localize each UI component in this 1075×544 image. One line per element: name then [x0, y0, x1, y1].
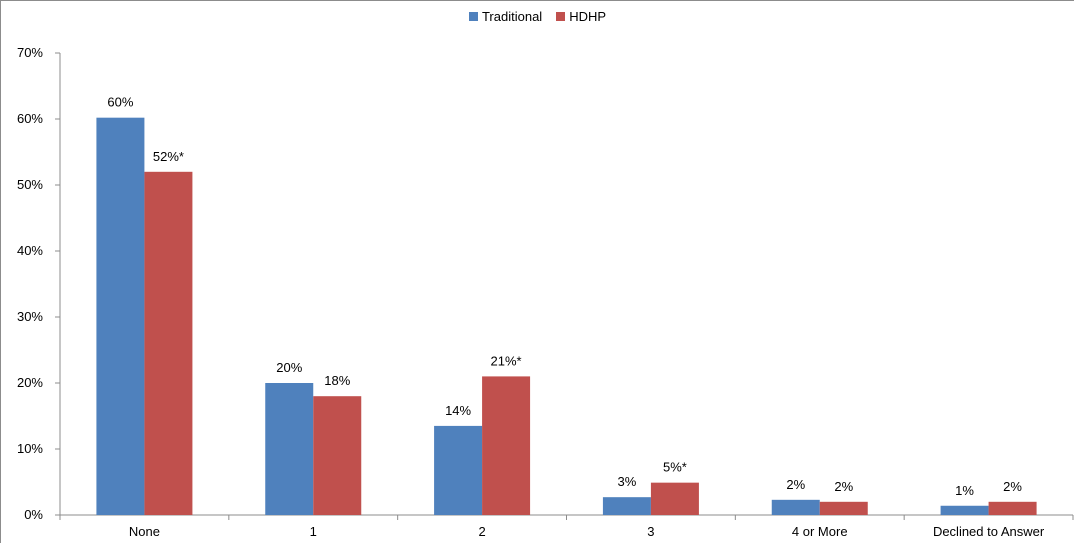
bar	[434, 425, 483, 515]
bar	[144, 171, 193, 516]
y-tick-label: 20%	[17, 375, 43, 390]
y-tick-label: 40%	[17, 243, 43, 258]
bar	[313, 396, 362, 515]
bar	[940, 505, 989, 515]
legend-swatch-traditional	[468, 12, 478, 21]
y-tick-label: 10%	[17, 441, 43, 456]
y-tick-label: 60%	[17, 111, 43, 126]
legend-label-traditional: Traditional	[481, 9, 543, 24]
x-tick-label: 1	[310, 524, 317, 539]
legend-item-hdhp: HDHP	[556, 9, 606, 24]
bar	[819, 501, 868, 515]
x-tick-label: 2	[478, 524, 485, 539]
axes: 0% 10% 20% 30% 40% 50% 60% 70% None 1 2 3 4 or More D…	[17, 45, 1074, 539]
bar	[482, 376, 531, 515]
data-label: 3%	[618, 474, 637, 489]
legend-label-hdhp: HDHP	[569, 9, 607, 24]
bar	[650, 482, 699, 515]
bar	[771, 499, 820, 515]
data-label: 21%*	[491, 353, 522, 368]
data-label: 5%*	[663, 460, 687, 475]
data-label: 2%	[786, 477, 805, 492]
bar	[96, 117, 145, 516]
data-label: 20%	[276, 360, 302, 375]
data-label: 2%	[834, 479, 853, 494]
data-label: 60%	[107, 95, 133, 110]
data-label: 18%	[324, 373, 350, 388]
x-tick-label: Declined to Answer	[933, 524, 1045, 539]
data-label: 2%	[1003, 479, 1022, 494]
x-tick-label: 4 or More	[792, 524, 848, 539]
x-tick-label: None	[129, 524, 160, 539]
y-tick-label: 50%	[17, 177, 43, 192]
bars	[96, 117, 1037, 516]
bar	[988, 501, 1037, 515]
bar	[602, 497, 651, 515]
data-labels: 60% 52%* 20% 18% 14% 21%* 3% 5%* 2% 2% 1% 2%	[107, 95, 1022, 498]
data-label: 14%	[445, 403, 471, 418]
legend-item-traditional: Traditional	[468, 9, 543, 24]
data-label: 52%*	[153, 149, 184, 164]
data-label: 1%	[955, 483, 974, 498]
y-tick-label: 30%	[17, 309, 43, 324]
y-tick-label: 0%	[24, 507, 43, 522]
legend-swatch-hdhp	[556, 12, 566, 21]
chart-legend: Traditional HDHP	[0, 9, 1075, 24]
bar	[265, 383, 314, 515]
y-tick-label: 70%	[17, 45, 43, 60]
x-tick-label: 3	[647, 524, 654, 539]
